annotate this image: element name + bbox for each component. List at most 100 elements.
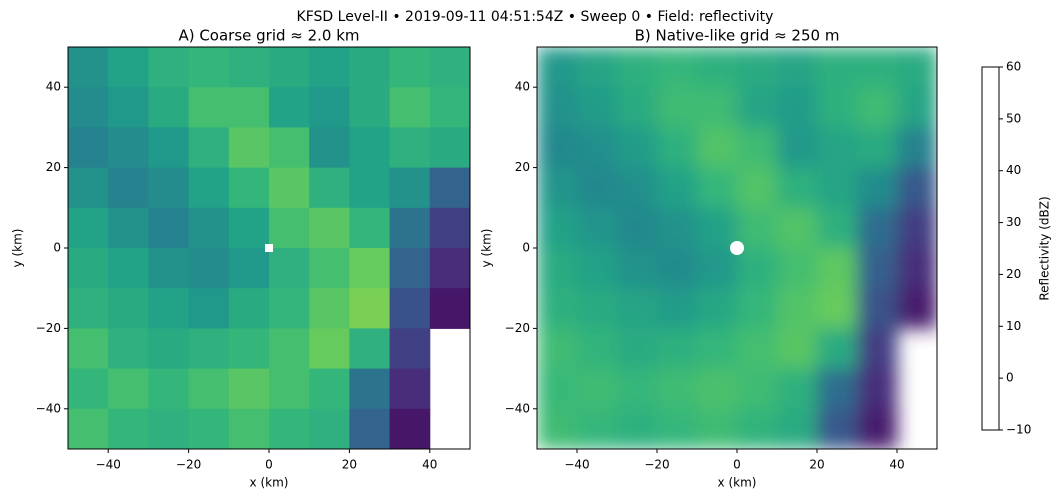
heatmap-cell: [429, 87, 471, 128]
heatmap-cell: [537, 87, 578, 128]
heatmap-cell: [389, 127, 431, 169]
heatmap-cell: [108, 167, 149, 209]
heatmap-cell: [108, 368, 149, 410]
heatmap-cell: [148, 47, 190, 88]
heatmap-cell: [429, 127, 471, 169]
heatmap-cell: [309, 248, 350, 289]
x-tick-label: −20: [644, 458, 669, 472]
heatmap-cell: [349, 288, 391, 329]
heatmap-cell: [148, 207, 190, 249]
radar-site: [265, 244, 273, 252]
heatmap-cell: [857, 207, 898, 249]
heatmap-cell: [737, 328, 778, 370]
heatmap-cell: [617, 167, 658, 209]
heatmap-cell: [108, 127, 149, 169]
radar-site: [730, 241, 744, 255]
heatmap-cell: [537, 207, 578, 249]
heatmap-cell: [857, 288, 898, 329]
x-tick-label: 0: [733, 458, 741, 472]
heatmap-cell: [188, 87, 230, 128]
heatmap-cell: [577, 408, 618, 449]
figure-title: KFSD Level-II • 2019-09-11 04:51:54Z • S…: [297, 9, 774, 25]
heatmap-cell: [577, 368, 618, 410]
heatmap-cell: [389, 368, 431, 410]
heatmap-cell: [68, 47, 109, 88]
heatmap-cell: [737, 87, 778, 128]
heatmap-cell: [857, 248, 898, 289]
heatmap-cell: [897, 87, 937, 128]
heatmap-cell: [68, 127, 109, 169]
heatmap-cell: [577, 47, 618, 88]
heatmap-cell: [897, 207, 937, 249]
heatmap-cell: [857, 328, 898, 370]
colorbar-label: Reflectivity (dBZ): [1038, 196, 1052, 300]
colorbar-tick-label: 10: [1006, 319, 1021, 333]
heatmap-cell: [389, 248, 431, 289]
heatmap-cell: [228, 47, 270, 88]
heatmap-cell: [309, 87, 350, 128]
heatmap-cell: [817, 87, 858, 128]
heatmap-cell: [657, 328, 698, 370]
heatmap-cell: [857, 368, 898, 410]
heatmap-cell: [617, 87, 658, 128]
heatmap-cell: [269, 87, 310, 128]
heatmap-cell: [537, 288, 578, 329]
heatmap-cell: [228, 368, 270, 410]
x-tick-label: 20: [342, 458, 357, 472]
heatmap-cell: [108, 47, 149, 88]
heatmap-cell: [309, 47, 350, 88]
heatmap-cell: [269, 288, 310, 329]
heatmap-cell: [537, 368, 578, 410]
heatmap-cell: [148, 288, 190, 329]
heatmap-cell: [537, 408, 578, 449]
heatmap-cell: [617, 408, 658, 449]
heatmap-cell: [897, 248, 937, 289]
heatmap-cell: [537, 127, 578, 169]
y-tick-label: −20: [505, 321, 530, 335]
heatmap-cell: [777, 248, 818, 289]
x-axis-label: x (km): [250, 476, 289, 490]
heatmap-cell: [188, 167, 230, 209]
heatmap-cell: [68, 408, 109, 450]
colorbar: [981, 66, 1000, 431]
heatmap-cell: [817, 248, 858, 289]
heatmap-cell: [68, 167, 109, 209]
heatmap-cell: [188, 328, 230, 370]
heatmap-cell: [577, 127, 618, 169]
heatmap-cell: [737, 288, 778, 329]
heatmap-cell: [228, 207, 270, 249]
x-tick-label: 40: [422, 458, 437, 472]
heatmap-cell: [68, 288, 109, 329]
heatmap-cell: [777, 408, 818, 449]
heatmap-cell: [148, 127, 190, 169]
x-tick-label: −40: [564, 458, 589, 472]
heatmap-cell: [737, 47, 778, 88]
heatmap-cell: [309, 207, 350, 249]
heatmap-cell: [697, 248, 738, 289]
colorbar-tick-label: −10: [1006, 423, 1031, 437]
heatmap-cell: [148, 368, 190, 410]
colorbar-tick-label: 20: [1006, 267, 1021, 281]
heatmap-cell: [228, 288, 270, 329]
heatmap-cell: [68, 368, 109, 410]
heatmap-cell: [657, 288, 698, 329]
heatmap-cell: [857, 87, 898, 128]
heatmap-cell: [309, 167, 350, 209]
heatmap-cell: [309, 288, 350, 329]
heatmap-cell: [537, 167, 578, 209]
y-tick-label: 40: [515, 80, 530, 94]
heatmap: [537, 47, 937, 449]
heatmap-cell: [389, 328, 431, 370]
heatmap-cell: [697, 368, 738, 410]
heatmap-cell: [737, 207, 778, 249]
x-tick-label: 20: [809, 458, 824, 472]
heatmap-cell: [617, 207, 658, 249]
heatmap-cell: [737, 167, 778, 209]
heatmap-cell: [817, 127, 858, 169]
heatmap-cell: [188, 207, 230, 249]
x-tick-label: 0: [265, 458, 273, 472]
heatmap-cell: [617, 368, 658, 410]
heatmap-cell: [897, 167, 937, 209]
heatmap-cell: [269, 248, 310, 289]
panel-title: A) Coarse grid ≈ 2.0 km: [178, 27, 359, 45]
